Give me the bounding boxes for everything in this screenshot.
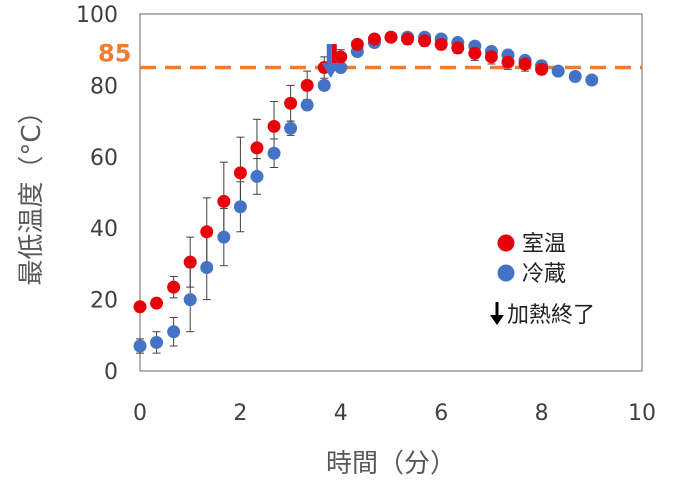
point-room-temp [367, 32, 381, 46]
x-tick-label: 2 [233, 401, 247, 426]
point-refrigerated [551, 64, 565, 78]
heating-end-arrow-room-temp [331, 44, 337, 64]
x-axis-title: 時間（分） [326, 449, 456, 479]
point-room-temp [133, 300, 147, 314]
x-tick-label: 0 [133, 401, 147, 426]
point-room-temp [401, 32, 415, 46]
data-point-layer [133, 30, 599, 353]
x-tick-label: 8 [535, 401, 549, 426]
down-arrow-icon [490, 302, 504, 325]
point-refrigerated [183, 293, 197, 307]
legend: 室温 冷蔵 加熱終了 [490, 232, 595, 328]
legend-label-room-temp: 室温 [522, 232, 566, 257]
y-tick-label: 40 [90, 217, 118, 242]
point-refrigerated [167, 325, 181, 339]
point-room-temp [434, 37, 448, 51]
reference-line-layer: 85 [98, 40, 642, 70]
point-room-temp [183, 255, 197, 269]
point-room-temp [300, 78, 314, 92]
plot-frame [139, 13, 643, 372]
point-refrigerated [200, 260, 214, 274]
legend-marker-refrigerated [497, 264, 515, 282]
point-room-temp [518, 57, 532, 71]
legend-label-refrigerated: 冷蔵 [522, 262, 566, 287]
tick-label-layer: 0 20 40 60 80 100 0 2 4 6 8 10 [76, 3, 656, 426]
point-room-temp [334, 50, 348, 64]
point-room-temp [535, 62, 549, 76]
heating-end-arrow-refrigerated [321, 44, 340, 78]
point-room-temp [267, 119, 281, 133]
x-tick-label: 10 [628, 401, 656, 426]
y-tick-label: 80 [90, 74, 118, 99]
point-room-temp [484, 50, 498, 64]
point-refrigerated [284, 121, 298, 135]
point-room-temp [350, 37, 364, 51]
y-tick-label: 20 [90, 289, 118, 314]
point-room-temp [250, 141, 264, 155]
point-refrigerated [585, 73, 599, 87]
point-room-temp [468, 46, 482, 60]
point-refrigerated [250, 169, 264, 183]
heating-end-marker-layer [321, 44, 340, 78]
point-room-temp [150, 296, 164, 310]
point-room-temp [384, 30, 398, 44]
y-axis-title: 最低温度（°C） [17, 98, 47, 285]
point-refrigerated [217, 230, 231, 244]
point-room-temp [418, 34, 432, 48]
x-tick-label: 4 [334, 401, 348, 426]
point-room-temp [167, 280, 181, 294]
legend-marker-room-temp [497, 234, 515, 252]
point-refrigerated [133, 339, 147, 353]
point-room-temp [217, 194, 231, 208]
legend-label-heating-end: 加熱終了 [507, 303, 595, 328]
point-room-temp [284, 96, 298, 110]
y-tick-label: 0 [104, 360, 118, 385]
point-refrigerated [300, 98, 314, 112]
point-refrigerated [568, 69, 582, 83]
point-room-temp [501, 55, 515, 69]
point-refrigerated [233, 200, 247, 214]
reference-line-label: 85 [98, 40, 131, 68]
point-room-temp [200, 225, 214, 239]
point-room-temp [233, 166, 247, 180]
point-refrigerated [267, 146, 281, 160]
point-refrigerated [150, 335, 164, 349]
point-room-temp [451, 41, 465, 55]
point-refrigerated [317, 78, 331, 92]
y-tick-label: 60 [90, 146, 118, 171]
y-tick-label: 100 [76, 3, 118, 28]
x-tick-label: 6 [434, 401, 448, 426]
